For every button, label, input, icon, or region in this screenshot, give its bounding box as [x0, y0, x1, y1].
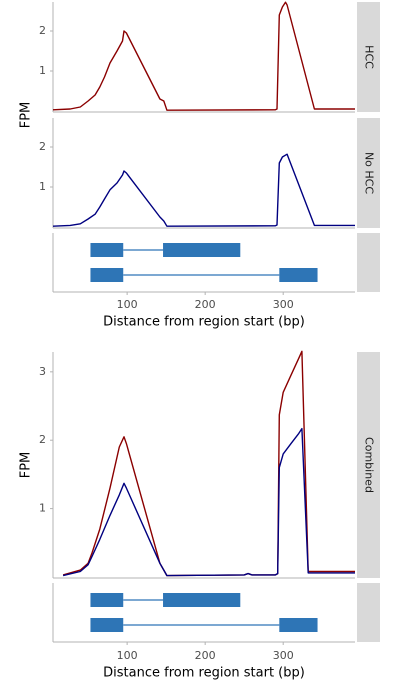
y-tick-label: 3: [39, 365, 46, 378]
data-line: [62, 427, 355, 577]
exon: [163, 243, 241, 257]
exon: [90, 243, 124, 257]
data-line: [52, 1, 355, 111]
data-line: [52, 153, 355, 227]
x-tick-label: 100: [117, 649, 138, 662]
x-tick-label: 300: [273, 649, 294, 662]
y-tick-label: 1: [39, 502, 46, 515]
strip: [357, 233, 380, 292]
y-tick-label: 1: [39, 64, 46, 77]
x-axis-title: Distance from region start (bp): [103, 666, 305, 681]
y-axis-title: FPM: [19, 452, 34, 479]
y-tick-label: 2: [39, 140, 46, 153]
data-line: [62, 350, 355, 577]
exon: [90, 618, 124, 632]
strip: [357, 352, 380, 578]
exon: [279, 268, 318, 282]
x-axis-title: Distance from region start (bp): [103, 315, 305, 330]
x-tick-label: 300: [273, 298, 294, 311]
y-tick-label: 2: [39, 433, 46, 446]
x-tick-label: 100: [117, 298, 138, 311]
strip-label: No HCC: [363, 152, 376, 194]
strip-label: HCC: [363, 45, 376, 69]
x-tick-label: 200: [195, 298, 216, 311]
y-tick-label: 2: [39, 24, 46, 37]
strip: [357, 118, 380, 228]
strip-label: Combined: [363, 437, 376, 493]
y-axis-title: FPM: [19, 102, 34, 129]
strip: [357, 583, 380, 642]
exon: [279, 618, 318, 632]
x-tick-label: 200: [195, 649, 216, 662]
exon: [90, 593, 124, 607]
strip: [357, 2, 380, 112]
exon: [90, 268, 124, 282]
y-tick-label: 1: [39, 180, 46, 193]
exon: [163, 593, 241, 607]
